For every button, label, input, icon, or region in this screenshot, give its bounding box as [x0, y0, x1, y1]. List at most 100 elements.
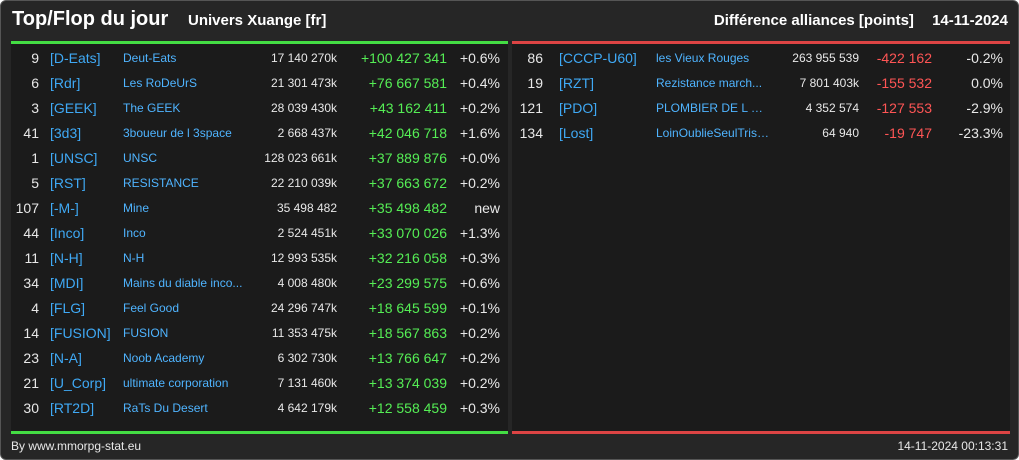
alliance-name-link[interactable]: Inco — [123, 226, 146, 240]
alliance-name-link[interactable]: Rezistance march... — [656, 76, 763, 90]
alliance-tag-link[interactable]: [-M-] — [50, 200, 79, 216]
top-gainer-row[interactable]: 34 [MDI] Mains du diable inco... 4 008 480k… — [11, 271, 508, 296]
alliance-name-link[interactable]: ultimate corporation — [123, 376, 229, 390]
top-gainer-row[interactable]: 6 [Rdr] Les RoDeUrS 21 301 473k +76 667 581 +… — [11, 71, 508, 96]
points-difference: -19 747 — [884, 125, 932, 141]
alliance-name-link[interactable]: PLOMBIER DE L O... — [656, 101, 770, 115]
source-credit[interactable]: By www.mmorpg-stat.eu — [11, 439, 142, 453]
alliance-points: 4 642 179k — [277, 401, 337, 415]
alliance-rank: 19 — [527, 75, 543, 91]
alliance-rank: 41 — [23, 125, 39, 141]
alliance-points: 28 039 430k — [270, 101, 337, 115]
top-gainer-row[interactable]: 4 [FLG] Feel Good 24 296 747k +18 645 599 +0.… — [11, 296, 508, 321]
alliance-name-link[interactable]: LoinOublieSeulTrist... — [656, 126, 770, 140]
alliance-name-link[interactable]: Feel Good — [123, 301, 180, 315]
alliance-tag-link[interactable]: [3d3] — [50, 125, 82, 141]
top-gainer-row[interactable]: 11 [N-H] N-H 12 993 535k +32 216 058 +0.3% — [11, 246, 508, 271]
points-difference: +13 374 039 — [368, 375, 447, 391]
alliance-rank: 107 — [15, 200, 39, 216]
alliance-rank: 5 — [31, 175, 39, 191]
alliance-rank: 23 — [23, 350, 39, 366]
alliance-rank: 6 — [31, 75, 39, 91]
alliance-points: 24 296 747k — [270, 301, 337, 315]
alliance-tag-link[interactable]: [U_Corp] — [50, 375, 107, 391]
top-gainer-row[interactable]: 21 [U_Corp] ultimate corporation 7 131 460k… — [11, 371, 508, 396]
alliance-tag-link[interactable]: [Rdr] — [50, 75, 81, 91]
top-gainer-row[interactable]: 9 [D-Eats] Deut-Eats 17 140 270k +100 427 34… — [11, 46, 508, 71]
percent-change: +0.2% — [459, 375, 500, 391]
alliance-tag-link[interactable]: [FUSION] — [50, 325, 111, 341]
alliance-name-link[interactable]: FUSION — [123, 326, 169, 340]
top-gainers-panel: 9 [D-Eats] Deut-Eats 17 140 270k +100 427 34… — [11, 41, 508, 434]
points-difference: +35 498 482 — [368, 200, 447, 216]
alliance-rank: 121 — [519, 100, 543, 116]
points-difference: +32 216 058 — [368, 250, 447, 266]
alliance-name-link[interactable]: RaTs Du Desert — [123, 401, 208, 415]
top-gainer-row[interactable]: 30 [RT2D] RaTs Du Desert 4 642 179k +12 558 … — [11, 396, 508, 421]
points-difference: +12 558 459 — [368, 400, 447, 416]
alliance-points: 2 524 451k — [277, 226, 337, 240]
top-gainer-row[interactable]: 1 [UNSC] UNSC 128 023 661k +37 889 876 +0.0% — [11, 146, 508, 171]
alliance-name-link[interactable]: Noob Academy — [123, 351, 205, 365]
alliance-tag-link[interactable]: [Lost] — [559, 125, 594, 141]
alliance-tag-link[interactable]: [RZT] — [559, 75, 594, 91]
alliance-name-link[interactable]: N-H — [123, 251, 145, 265]
alliance-tag-link[interactable]: [Inco] — [50, 225, 85, 241]
points-difference: +43 162 411 — [369, 100, 447, 116]
top-loser-row[interactable]: 19 [RZT] Rezistance march... 7 801 403k -155… — [512, 71, 1010, 96]
points-difference: +13 766 647 — [368, 350, 447, 366]
alliance-points: 4 008 480k — [277, 276, 337, 290]
alliance-name-link[interactable]: Deut-Eats — [123, 51, 177, 65]
alliance-tag-link[interactable]: [RST] — [50, 175, 86, 191]
top-loser-row[interactable]: 134 [Lost] LoinOublieSeulTrist... 64 940 -19… — [512, 121, 1010, 146]
points-difference: -155 532 — [876, 75, 932, 91]
alliance-tag-link[interactable]: [N-A] — [50, 350, 82, 366]
points-difference: +18 567 863 — [368, 325, 447, 341]
header-right: Différence alliances [points] 14-11-2024 — [714, 12, 1008, 29]
top-loser-row[interactable]: 121 [PDO] PLOMBIER DE L O... 4 352 574 -127 … — [512, 96, 1010, 121]
percent-change: -23.3% — [958, 125, 1003, 141]
points-difference: +76 667 581 — [368, 75, 447, 91]
alliance-name-link[interactable]: The GEEK — [123, 101, 181, 115]
percent-change: +0.2% — [459, 100, 500, 116]
alliance-rank: 44 — [23, 225, 39, 241]
top-gainer-row[interactable]: 44 [Inco] Inco 2 524 451k +33 070 026 +1.3% — [11, 221, 508, 246]
top-gainer-row[interactable]: 3 [GEEK] The GEEK 28 039 430k +43 162 411 +0.… — [11, 96, 508, 121]
alliance-points: 22 210 039k — [270, 176, 337, 190]
alliance-name-link[interactable]: Mains du diable inco... — [123, 276, 243, 290]
alliance-name-link[interactable]: UNSC — [123, 151, 158, 165]
alliance-tag-link[interactable]: [GEEK] — [50, 100, 97, 116]
top-gainer-row[interactable]: 41 [3d3] 3boueur de l 3space 2 668 437k +42 … — [11, 121, 508, 146]
top-gainer-row[interactable]: 5 [RST] RESISTANCE 22 210 039k +37 663 672 +0… — [11, 171, 508, 196]
universe-label: Univers Xuange [fr] — [188, 12, 327, 29]
alliance-points: 21 301 473k — [270, 76, 337, 90]
percent-change: +0.0% — [459, 150, 500, 166]
alliance-name-link[interactable]: Les RoDeUrS — [123, 76, 198, 90]
alliance-tag-link[interactable]: [D-Eats] — [50, 50, 101, 66]
alliance-rank: 21 — [23, 375, 39, 391]
alliance-tag-link[interactable]: [PDO] — [559, 100, 598, 116]
page-title: Top/Flop du jour — [12, 8, 169, 30]
alliance-tag-link[interactable]: [CCCP-U60] — [559, 50, 637, 66]
alliance-rank: 30 — [23, 400, 39, 416]
alliance-tag-link[interactable]: [N-H] — [50, 250, 83, 266]
top-loser-row[interactable]: 86 [CCCP-U60] les Vieux Rouges 263 955 539 -… — [512, 46, 1010, 71]
points-difference: +100 427 341 — [360, 50, 447, 66]
percent-change: new — [474, 200, 500, 216]
header-date: 14-11-2024 — [932, 12, 1008, 29]
alliance-rank: 1 — [31, 150, 39, 166]
alliance-tag-link[interactable]: [MDI] — [50, 275, 84, 291]
alliance-rank: 34 — [23, 275, 39, 291]
top-gainer-row[interactable]: 14 [FUSION] FUSION 11 353 475k +18 567 863 +0… — [11, 321, 508, 346]
alliance-name-link[interactable]: Mine — [123, 201, 150, 215]
alliance-name-link[interactable]: les Vieux Rouges — [656, 51, 750, 65]
alliance-name-link[interactable]: 3boueur de l 3space — [123, 126, 232, 140]
top-gainer-row[interactable]: 23 [N-A] Noob Academy 6 302 730k +13 766 647… — [11, 346, 508, 371]
alliance-tag-link[interactable]: [RT2D] — [50, 400, 95, 416]
top-gainer-row[interactable]: 107 [-M-] Mine 35 498 482 +35 498 482 new — [11, 196, 508, 221]
alliance-points: 12 993 535k — [270, 251, 337, 265]
alliance-tag-link[interactable]: [FLG] — [50, 300, 86, 316]
alliance-tag-link[interactable]: [UNSC] — [50, 150, 98, 166]
alliance-name-link[interactable]: RESISTANCE — [123, 176, 199, 190]
alliance-points: 2 668 437k — [277, 126, 337, 140]
